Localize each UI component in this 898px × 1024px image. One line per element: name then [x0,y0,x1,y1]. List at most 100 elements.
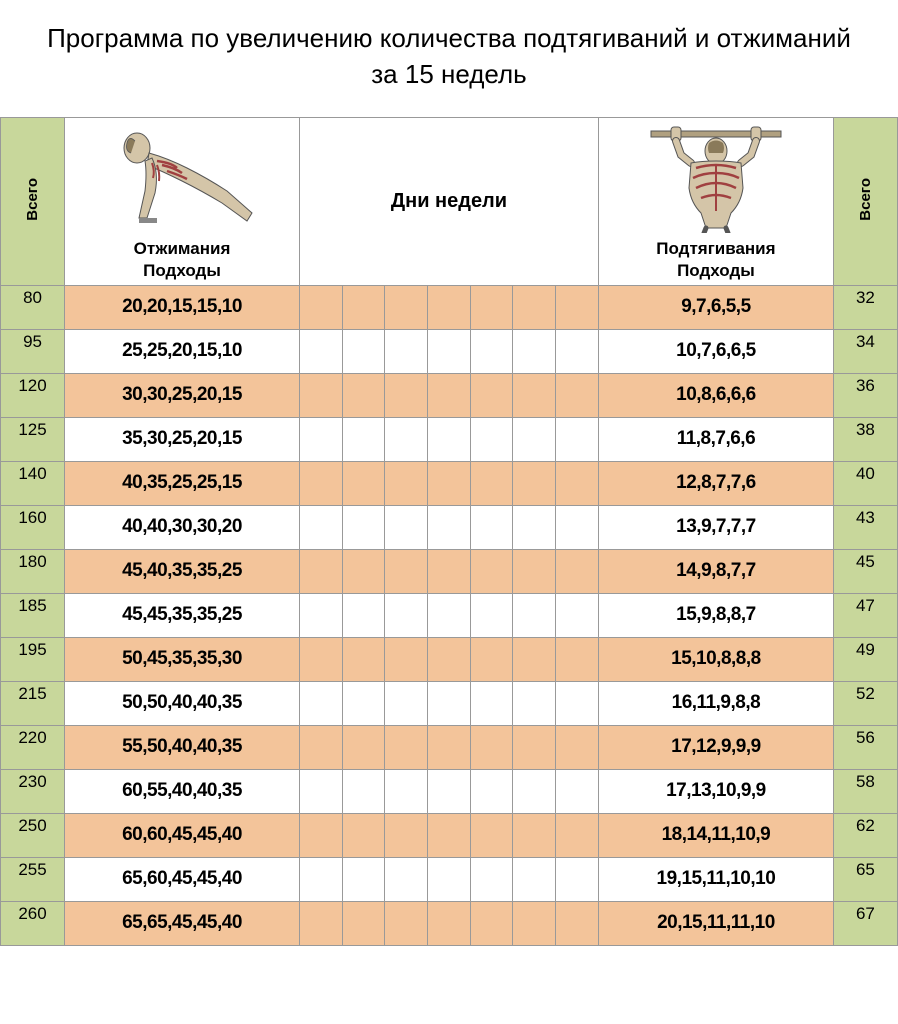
pushup-total: 180 [1,549,65,593]
day-cell [556,373,599,417]
pullup-sets: 12,8,7,7,6 [598,461,833,505]
table-body: 8020,20,15,15,109,7,6,5,5329525,25,20,15… [1,285,898,945]
day-cell [470,593,513,637]
day-cell [556,637,599,681]
pushup-total: 140 [1,461,65,505]
pullup-sets: 18,14,11,10,9 [598,813,833,857]
header-total-right: Всего [833,117,897,285]
day-cell [299,461,342,505]
pushup-sets: 35,30,25,20,15 [65,417,300,461]
day-cell [342,725,385,769]
day-cell [299,593,342,637]
day-cell [513,461,556,505]
day-cell [299,681,342,725]
day-cell [470,637,513,681]
pushup-sets: 55,50,40,40,35 [65,725,300,769]
pushup-label: Отжимания Подходы [65,238,299,281]
day-cell [385,549,428,593]
pullup-sets: 14,9,8,7,7 [598,549,833,593]
pushup-sets: 40,35,25,25,15 [65,461,300,505]
day-cell [428,461,471,505]
day-cell [428,725,471,769]
header-pullup: Подтягивания Подходы [598,117,833,285]
pullup-sets: 17,12,9,9,9 [598,725,833,769]
pushup-total: 185 [1,593,65,637]
header-row: Всего Отжимания Подходы Дни недели [1,117,898,285]
day-cell [385,373,428,417]
day-cell [428,593,471,637]
pushup-sets: 45,40,35,35,25 [65,549,300,593]
day-cell [428,417,471,461]
pushup-sets: 65,60,45,45,40 [65,857,300,901]
pushup-total: 120 [1,373,65,417]
pushup-sets: 60,55,40,40,35 [65,769,300,813]
day-cell [556,417,599,461]
pushup-sets: 60,60,45,45,40 [65,813,300,857]
day-cell [385,813,428,857]
header-total-left: Всего [1,117,65,285]
page-title: Программа по увеличению количества подтя… [0,0,898,117]
day-cell [556,329,599,373]
day-cell [556,769,599,813]
pullup-sets: 10,7,6,6,5 [598,329,833,373]
pullup-sets: 9,7,6,5,5 [598,285,833,329]
day-cell [342,505,385,549]
day-cell [513,769,556,813]
pushup-sets: 25,25,20,15,10 [65,329,300,373]
day-cell [428,505,471,549]
day-cell [385,769,428,813]
day-cell [342,637,385,681]
day-cell [513,373,556,417]
day-cell [556,593,599,637]
day-cell [470,725,513,769]
pullup-total: 52 [833,681,897,725]
pullup-total: 45 [833,549,897,593]
pushup-sets: 50,45,35,35,30 [65,637,300,681]
table-row: 14040,35,25,25,15 12,8,7,7,640 [1,461,898,505]
pullup-sets: 20,15,11,11,10 [598,901,833,945]
table-row: 12030,30,25,20,1510,8,6,6,636 [1,373,898,417]
day-cell [513,637,556,681]
day-cell [470,373,513,417]
day-cell [513,681,556,725]
pullup-total: 56 [833,725,897,769]
day-cell [385,725,428,769]
day-cell [428,285,471,329]
table-row: 16040,40,30,30,2013,9,7,7,743 [1,505,898,549]
pullup-sets: 13,9,7,7,7 [598,505,833,549]
day-cell [342,813,385,857]
pullup-total: 40 [833,461,897,505]
day-cell [385,285,428,329]
pullup-sets: 11,8,7,6,6 [598,417,833,461]
day-cell [470,505,513,549]
day-cell [556,813,599,857]
day-cell [299,373,342,417]
program-table: Всего Отжимания Подходы Дни недели [0,117,898,946]
table-row: 22055,50,40,40,3517,12,9,9,956 [1,725,898,769]
day-cell [470,901,513,945]
pullup-total: 32 [833,285,897,329]
day-cell [556,857,599,901]
pushup-sets: 30,30,25,20,15 [65,373,300,417]
day-cell [428,329,471,373]
day-cell [470,417,513,461]
day-cell [342,461,385,505]
pushup-total: 80 [1,285,65,329]
day-cell [470,549,513,593]
table-row: 18545,45,35,35,2515,9,8,8,747 [1,593,898,637]
pushup-sets: 40,40,30,30,20 [65,505,300,549]
day-cell [556,285,599,329]
day-cell [299,769,342,813]
day-cell [342,857,385,901]
pushup-total: 195 [1,637,65,681]
day-cell [342,329,385,373]
day-cell [556,549,599,593]
day-cell [513,593,556,637]
day-cell [428,813,471,857]
day-cell [470,329,513,373]
pullup-total: 65 [833,857,897,901]
pushup-sets: 50,50,40,40,35 [65,681,300,725]
day-cell [428,373,471,417]
day-cell [385,329,428,373]
day-cell [299,549,342,593]
